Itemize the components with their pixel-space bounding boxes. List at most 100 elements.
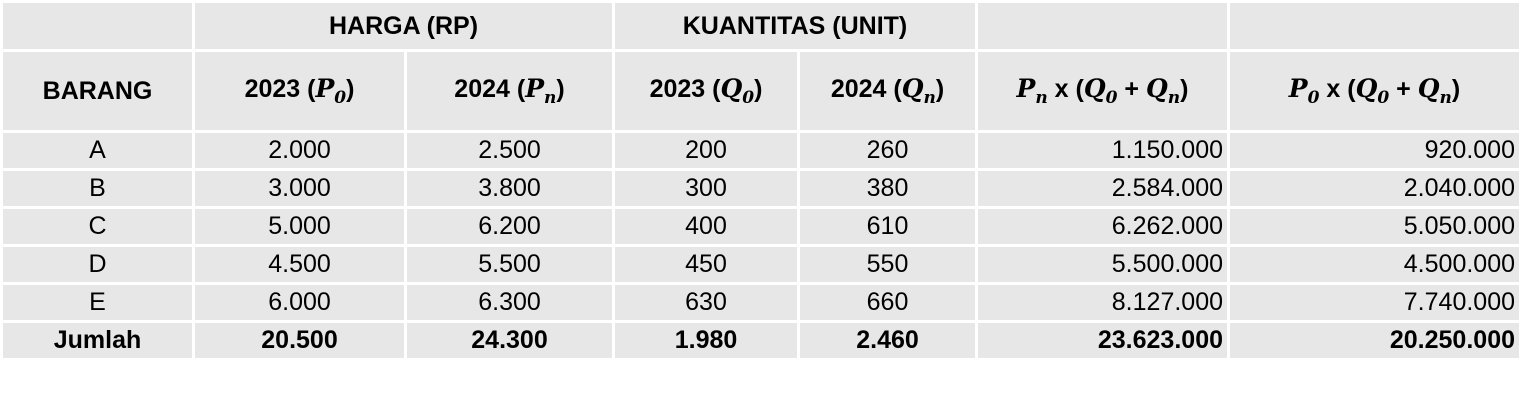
index-table: HARGA (RP) KUANTITAS (UNIT) BARANG 2023 (… [0, 0, 1519, 361]
header-part: 0 [742, 88, 755, 108]
cell: 1.980 [612, 320, 800, 361]
header-part: 0 [1377, 88, 1390, 108]
row-label: Jumlah [0, 320, 195, 361]
cell: 450 [612, 244, 800, 285]
cell: 2.000 [192, 130, 407, 171]
header-part: 0 [1105, 88, 1118, 108]
column-header: 2024 (Pn) [404, 49, 615, 133]
cell: 3.000 [192, 168, 407, 209]
header-part: Q [1355, 74, 1378, 103]
cell: 2.460 [797, 320, 978, 361]
cell: 4.500 [192, 244, 407, 285]
column-header: 2023 (Q0) [612, 49, 800, 133]
header-part: 2024 ( [454, 75, 526, 103]
cell: 20.500 [192, 320, 407, 361]
table-body: HARGA (RP) KUANTITAS (UNIT) BARANG 2023 (… [0, 0, 1519, 361]
header-part: n [1167, 88, 1181, 108]
header-part: P [1288, 74, 1308, 103]
header-part: ) [754, 75, 763, 103]
group-header: KUANTITAS (UNIT) [612, 0, 978, 52]
cell: 6.200 [404, 206, 615, 247]
header-part: + [1389, 75, 1418, 103]
empty-cell [1227, 0, 1519, 52]
row-label: C [0, 206, 195, 247]
cell: 2.040.000 [1227, 168, 1519, 209]
row-label: E [0, 282, 195, 323]
data-row: A 2.000 2.500 200 260 1.150.000 920.000 [0, 130, 1519, 171]
column-header: Pn x (Q0 + Qn) [975, 49, 1230, 133]
empty-cell [975, 0, 1230, 52]
header-part: x ( [1047, 75, 1084, 103]
cell: 23.623.000 [975, 320, 1230, 361]
cell: 5.500.000 [975, 244, 1230, 285]
group-header-row: HARGA (RP) KUANTITAS (UNIT) [0, 0, 1519, 52]
header-part: Q [901, 74, 924, 103]
cell: 2.584.000 [975, 168, 1230, 209]
total-row: Jumlah 20.500 24.300 1.980 2.460 23.623.000 20… [0, 320, 1519, 361]
column-header: BARANG [0, 49, 195, 133]
header-part: 2023 ( [244, 75, 316, 103]
header-part: + [1117, 75, 1146, 103]
cell: 5.000 [192, 206, 407, 247]
header-part: Q [1145, 74, 1168, 103]
header-part: n [1035, 88, 1048, 108]
row-label: B [0, 168, 195, 209]
cell: 6.262.000 [975, 206, 1230, 247]
header-part: P [525, 74, 544, 103]
cell: 20.250.000 [1227, 320, 1519, 361]
header-part: ) [935, 75, 945, 103]
data-row: D 4.500 5.500 450 550 5.500.000 4.500.000 [0, 244, 1519, 285]
data-row: E 6.000 6.300 630 660 8.127.000 7.740.000 [0, 282, 1519, 323]
header-part: n [544, 88, 557, 108]
header-part: Q [720, 74, 743, 103]
cell: 400 [612, 206, 800, 247]
header-part: P [1016, 74, 1036, 103]
header-part: ) [1451, 75, 1461, 103]
cell: 7.740.000 [1227, 282, 1519, 323]
header-part: P [315, 74, 335, 103]
cell: 6.300 [404, 282, 615, 323]
column-header: 2024 (Qn) [797, 49, 978, 133]
cell: 920.000 [1227, 130, 1519, 171]
cell: 6.000 [192, 282, 407, 323]
header-part: BARANG [42, 76, 153, 105]
cell: 660 [797, 282, 978, 323]
cell: 260 [797, 130, 978, 171]
cell: 5.050.000 [1227, 206, 1519, 247]
column-header: 2023 (P0) [192, 49, 407, 133]
header-part: ) [556, 75, 565, 103]
cell: 3.800 [404, 168, 615, 209]
column-header-row: BARANG 2023 (P0) 2024 (Pn) 2023 (Q0) 2024 (Q… [0, 49, 1519, 133]
data-row: B 3.000 3.800 300 380 2.584.000 2.040.000 [0, 168, 1519, 209]
group-header: HARGA (RP) [192, 0, 615, 52]
cell: 630 [612, 282, 800, 323]
header-part: ) [1180, 75, 1189, 103]
header-part: 0 [1307, 88, 1320, 108]
header-part: 0 [334, 88, 347, 108]
cell: 610 [797, 206, 978, 247]
header-part: Q [1417, 74, 1440, 103]
cell: 24.300 [404, 320, 615, 361]
header-part: 2023 ( [649, 75, 721, 103]
cell: 5.500 [404, 244, 615, 285]
column-header: P0 x (Q0 + Qn) [1227, 49, 1519, 133]
cell: 1.150.000 [975, 130, 1230, 171]
header-part: Q [1083, 74, 1106, 103]
header-part: n [1439, 88, 1452, 108]
data-row: C 5.000 6.200 400 610 6.262.000 5.050.000 [0, 206, 1519, 247]
cell: 380 [797, 168, 978, 209]
cell: 300 [612, 168, 800, 209]
empty-cell [0, 0, 195, 52]
cell: 200 [612, 130, 800, 171]
header-part: n [923, 88, 936, 108]
cell: 4.500.000 [1227, 244, 1519, 285]
cell: 2.500 [404, 130, 615, 171]
cell: 550 [797, 244, 978, 285]
header-part: ) [346, 75, 355, 103]
row-label: D [0, 244, 195, 285]
row-label: A [0, 130, 195, 171]
cell: 8.127.000 [975, 282, 1230, 323]
header-part: x ( [1319, 75, 1356, 103]
header-part: 2024 ( [830, 75, 902, 103]
